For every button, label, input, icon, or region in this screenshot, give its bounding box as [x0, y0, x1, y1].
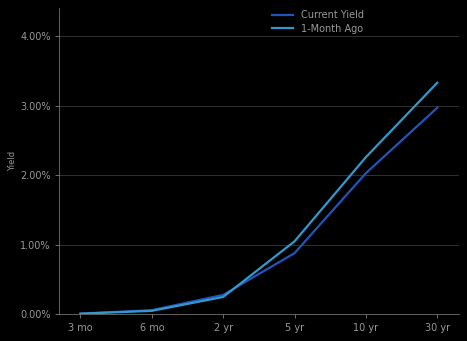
Y-axis label: Yield: Yield [8, 151, 17, 172]
Current Yield [78, 312, 83, 316]
Line: 1-Month Ago: 1-Month Ago [80, 83, 437, 314]
Line: Current Yield: Current Yield [80, 108, 437, 314]
1-Month Ago [363, 155, 369, 159]
1-Month Ago [434, 81, 440, 85]
Legend: Current Yield, 1-Month Ago: Current Yield, 1-Month Ago [272, 10, 364, 34]
1-Month Ago [78, 312, 83, 316]
1-Month Ago [149, 309, 155, 313]
Current Yield [363, 171, 369, 175]
Current Yield [220, 293, 226, 297]
Current Yield [292, 251, 297, 255]
Current Yield [149, 308, 155, 312]
1-Month Ago [220, 295, 226, 299]
1-Month Ago [292, 239, 297, 243]
Current Yield [434, 106, 440, 110]
